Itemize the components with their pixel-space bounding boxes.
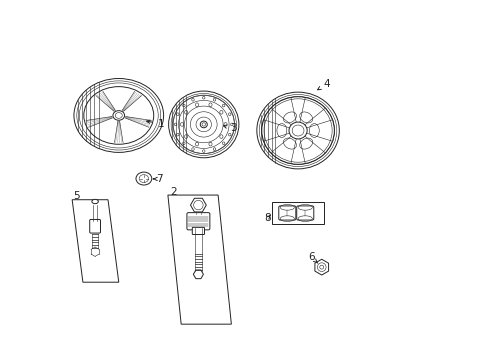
- Text: 7: 7: [153, 174, 163, 184]
- Polygon shape: [315, 259, 329, 275]
- Polygon shape: [72, 200, 119, 282]
- Polygon shape: [194, 270, 203, 279]
- FancyBboxPatch shape: [272, 202, 324, 225]
- Text: 1: 1: [147, 119, 164, 129]
- Text: 2: 2: [170, 187, 177, 197]
- Text: 3: 3: [223, 123, 237, 133]
- Polygon shape: [191, 198, 206, 212]
- FancyBboxPatch shape: [187, 213, 210, 230]
- FancyBboxPatch shape: [90, 220, 100, 233]
- Ellipse shape: [92, 199, 98, 204]
- Text: 8: 8: [265, 213, 271, 222]
- Text: 6: 6: [308, 252, 318, 263]
- Text: 4: 4: [318, 79, 330, 90]
- FancyBboxPatch shape: [297, 206, 314, 220]
- FancyBboxPatch shape: [279, 206, 296, 220]
- FancyBboxPatch shape: [192, 227, 204, 234]
- Text: 5: 5: [74, 191, 80, 201]
- Polygon shape: [168, 195, 231, 324]
